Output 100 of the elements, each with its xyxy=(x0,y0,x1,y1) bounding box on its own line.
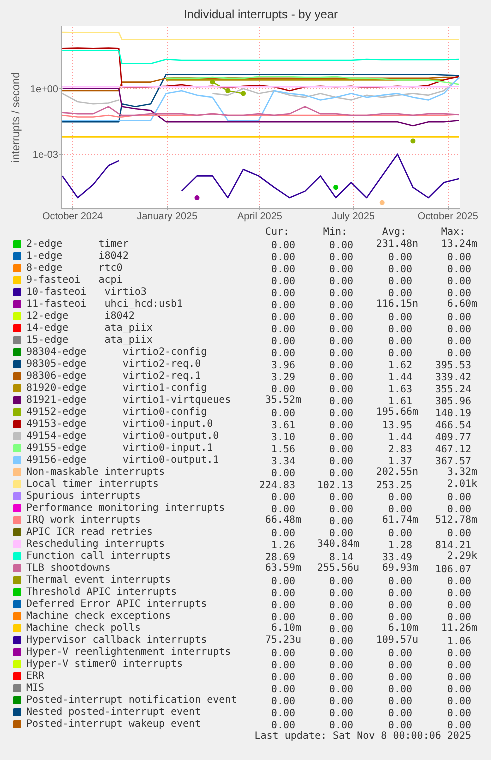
text: 340.84m xyxy=(317,539,360,550)
text: 1.26 xyxy=(271,540,296,552)
text: 1.28 xyxy=(388,540,413,552)
text: 0.00 xyxy=(447,348,472,360)
legend-label: Deferred Error APIC interrupts xyxy=(26,599,208,610)
text: 0.00 xyxy=(329,372,354,384)
text: 305.96 xyxy=(435,396,472,408)
text: 0.00 xyxy=(388,528,413,540)
text: 0.00 xyxy=(447,252,472,264)
text: 0.00 xyxy=(271,660,296,672)
text: 2.29k xyxy=(447,551,478,562)
text: 253.25 xyxy=(376,480,412,492)
text: 13.24m xyxy=(441,239,478,250)
text: 0.00 xyxy=(329,444,354,456)
text: 35.52m xyxy=(265,395,302,406)
y-axis-title: interrupts / second xyxy=(10,72,22,163)
text: 0.00 xyxy=(271,312,296,324)
text: 0.00 xyxy=(388,324,413,336)
text: 0.00 xyxy=(388,588,413,600)
text: 61.74m xyxy=(382,515,418,526)
legend-label: 8-edge rtc0 xyxy=(26,263,123,274)
legend-label: Posted-interrupt notification event xyxy=(26,695,238,706)
text: 0.00 xyxy=(271,708,296,720)
text: 6.60m xyxy=(447,299,478,310)
text: 0.00 xyxy=(329,708,354,720)
text: 8.14 xyxy=(329,552,354,564)
text: 75.23u xyxy=(265,635,302,646)
legend-label: Spurious interrupts xyxy=(26,491,141,502)
text: 0.00 xyxy=(271,492,296,504)
text: 0.00 xyxy=(329,612,354,624)
text: 0.00 xyxy=(329,600,354,612)
text: 0.00 xyxy=(388,672,413,684)
text: 0.00 xyxy=(388,288,413,300)
legend-label: 98304-edge virtio2-config xyxy=(26,347,208,358)
legend-label: Machine check exceptions xyxy=(26,611,171,622)
legend-label: Function call interrupts xyxy=(26,551,171,562)
legend-label: 10-fasteoi virtio3 xyxy=(26,287,147,298)
legend-label: 49155-edge virtio0-input.1 xyxy=(26,443,214,454)
text: 33.49 xyxy=(382,552,413,564)
text: 0.00 xyxy=(271,324,296,336)
legend-label: 81920-edge virtio1-config xyxy=(26,383,208,394)
text: 0.00 xyxy=(329,312,354,324)
text: 195.66m xyxy=(376,407,419,418)
text: 0.00 xyxy=(447,528,472,540)
text: 1.56 xyxy=(271,444,296,456)
y-tick-label: 1e+00 xyxy=(30,84,59,96)
text: 202.55n xyxy=(376,467,419,478)
text: 0.00 xyxy=(271,468,296,480)
text: 69.93m xyxy=(382,563,418,574)
text: 0.00 xyxy=(271,600,296,612)
text: 0.00 xyxy=(329,432,354,444)
legend-label: Threshold APIC interrupts xyxy=(26,587,178,598)
legend-label: 98306-edge virtio2-req.1 xyxy=(26,371,202,382)
text: 0.00 xyxy=(271,336,296,348)
legend-label: 2-edge timer xyxy=(26,239,129,250)
legend-label: 98305-edge virtio2-req.0 xyxy=(26,359,202,370)
text: 0.00 xyxy=(329,384,354,396)
text: 0.00 xyxy=(388,504,413,516)
text: 231.48n xyxy=(376,239,419,250)
text: 0.00 xyxy=(271,300,296,312)
text: 0.00 xyxy=(388,600,413,612)
legend-label: Hyper-V reenlightenment interrupts xyxy=(26,647,232,658)
text: 6.10m xyxy=(388,623,419,634)
text: 6.10m xyxy=(271,623,302,634)
text: 0.00 xyxy=(388,612,413,624)
legend-label: 1-edge i8042 xyxy=(26,251,129,262)
text: 339.42 xyxy=(435,372,472,384)
text: 0.00 xyxy=(388,312,413,324)
text: 0.00 xyxy=(329,240,354,252)
text: 0.00 xyxy=(447,720,472,732)
text: 0.00 xyxy=(447,576,472,588)
text: 0.00 xyxy=(329,636,354,648)
text: 0.00 xyxy=(447,588,472,600)
text: 1.44 xyxy=(388,432,413,444)
text: 0.00 xyxy=(271,504,296,516)
text: 467.12 xyxy=(435,444,472,456)
text: 255.56u xyxy=(317,563,360,574)
text: Avg: xyxy=(382,227,407,238)
text: 0.00 xyxy=(329,360,354,372)
text: 0.00 xyxy=(447,600,472,612)
text: Cur: xyxy=(265,227,290,238)
text: 3.34 xyxy=(271,456,296,468)
text: 0.00 xyxy=(388,708,413,720)
text: 0.00 xyxy=(388,252,413,264)
text: 367.57 xyxy=(435,456,472,468)
legend-label: Local timer interrupts xyxy=(26,479,159,490)
text: 0.00 xyxy=(329,576,354,588)
text: 3.61 xyxy=(271,420,296,432)
text: 0.00 xyxy=(329,300,354,312)
y-tick-label: 1e-03 xyxy=(32,150,59,161)
text: 1.63 xyxy=(388,384,413,396)
text: 1.06 xyxy=(447,636,472,648)
text: 0.00 xyxy=(329,492,354,504)
text: 3.29 xyxy=(271,372,296,384)
text: 0.00 xyxy=(329,276,354,288)
legend-label: 81921-edge virtio1-virtqueues xyxy=(26,395,232,406)
text: 66.48m xyxy=(265,515,302,526)
legend-label: MIS xyxy=(26,683,45,694)
text: 102.13 xyxy=(317,480,354,492)
legend-label: APIC ICR read retries xyxy=(26,527,153,538)
